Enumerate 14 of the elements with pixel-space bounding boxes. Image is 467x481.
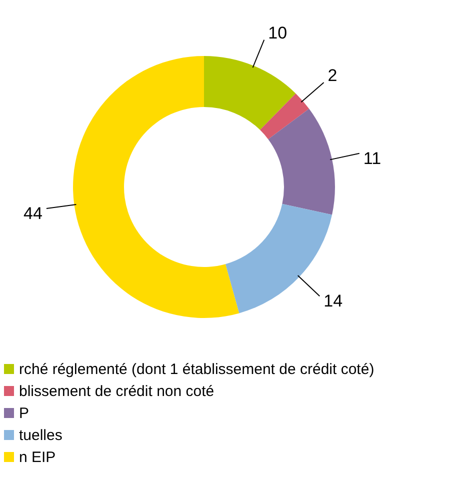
legend-label: tuelles <box>19 426 62 444</box>
data-label: 10 <box>268 23 288 42</box>
donut-slice <box>73 56 240 318</box>
donut-slice <box>268 108 335 215</box>
data-label: 44 <box>24 204 42 223</box>
legend-label: P <box>19 404 30 422</box>
legend-label: rché réglementé (dont 1 établissement de crédit coté) <box>19 360 374 378</box>
donut-slice <box>204 56 296 130</box>
data-label: 14 <box>324 292 343 311</box>
legend-label: blissement de crédit non coté <box>19 382 214 400</box>
donut-slice <box>260 93 310 140</box>
data-label: 11 <box>363 148 382 168</box>
legend-label: n EIP <box>19 448 56 466</box>
data-label: 2 <box>328 66 338 85</box>
